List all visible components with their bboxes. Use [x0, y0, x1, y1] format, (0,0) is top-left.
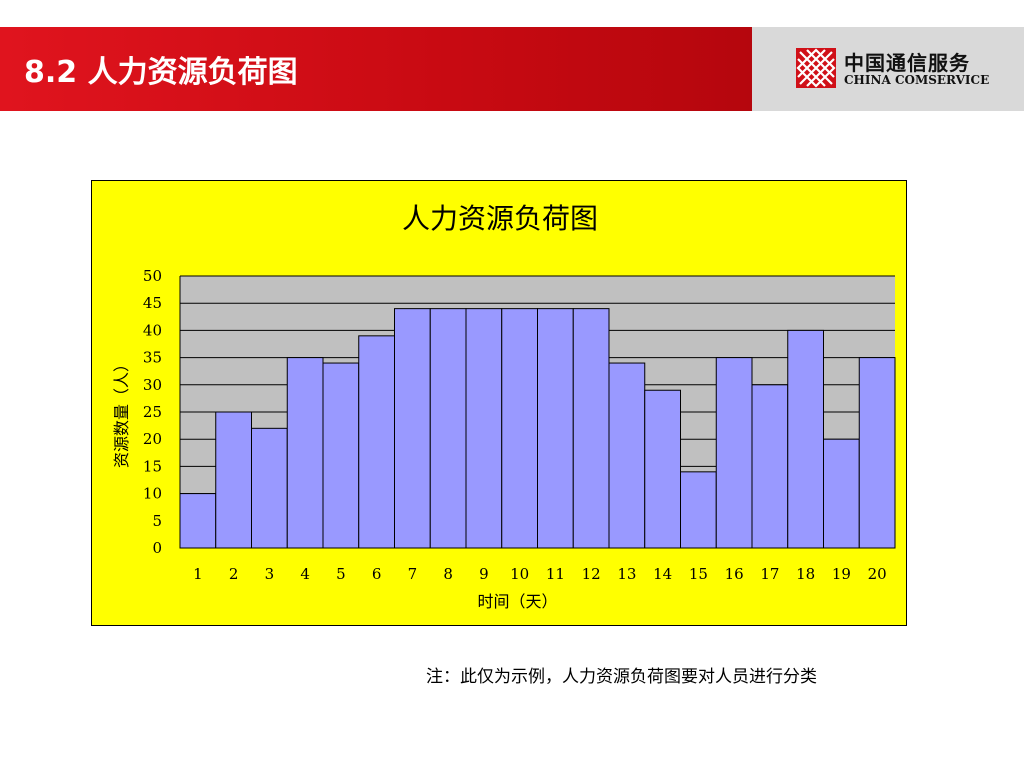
logo-name-cn: 中国通信服务 — [844, 51, 970, 75]
x-tick-label: 4 — [300, 565, 310, 583]
bar — [286, 357, 324, 549]
chart-title: 人力资源负荷图 — [402, 202, 598, 235]
bar — [572, 308, 610, 549]
bar — [537, 308, 574, 549]
bar — [751, 384, 789, 549]
y-axis-label: 资源数量（人） — [112, 356, 131, 468]
bar — [823, 438, 860, 549]
bar — [358, 335, 395, 549]
slide-header: 8.2 人力资源负荷图 中国通信服务 CHINA COMSERVICE — [0, 27, 1024, 111]
x-tick-label: 14 — [653, 565, 672, 583]
bar — [680, 471, 717, 549]
x-tick-label: 7 — [408, 565, 418, 583]
y-tick-label: 35 — [143, 349, 162, 367]
slide-title: 8.2 人力资源负荷图 — [24, 55, 298, 90]
x-tick-label: 9 — [479, 565, 489, 583]
bar — [787, 329, 824, 549]
x-tick-label: 3 — [265, 565, 275, 583]
y-tick-label: 20 — [143, 430, 162, 448]
chart-container: 人力资源负荷图 0 5 10 15 20 25 30 35 40 45 50 1 2 3 4 5 6 7 8 9 10 11… — [91, 180, 907, 626]
logo-name-en: CHINA COMSERVICE — [844, 73, 990, 87]
x-tick-label: 17 — [760, 565, 779, 583]
y-tick-label: 5 — [152, 512, 162, 530]
bar — [394, 308, 431, 549]
bar — [608, 362, 646, 549]
bar — [251, 427, 288, 549]
y-tick-label: 0 — [152, 539, 162, 557]
lattice-logo-icon — [796, 48, 836, 88]
x-tick-label: 11 — [546, 565, 565, 583]
y-tick-label: 30 — [143, 376, 162, 394]
x-tick-label: 18 — [796, 565, 815, 583]
x-tick-label: 6 — [372, 565, 382, 583]
bar — [322, 362, 360, 549]
bar — [501, 308, 538, 549]
x-tick-label: 13 — [617, 565, 636, 583]
y-tick-label: 25 — [143, 403, 162, 421]
bar — [715, 357, 753, 549]
y-tick-label: 10 — [143, 485, 162, 503]
x-tick-label: 20 — [868, 565, 887, 583]
x-tick-label: 12 — [582, 565, 601, 583]
footnote: 注：此仅为示例，人力资源负荷图要对人员进行分类 — [426, 667, 817, 687]
x-tick-label: 8 — [443, 565, 453, 583]
y-tick-label: 45 — [143, 294, 162, 312]
y-tick-label: 15 — [143, 457, 162, 475]
header-red-band: 8.2 人力资源负荷图 — [0, 27, 752, 111]
bar — [644, 389, 681, 549]
x-tick-label: 19 — [832, 565, 851, 583]
x-tick-label: 5 — [336, 565, 346, 583]
bar — [858, 357, 896, 549]
x-tick-label: 1 — [193, 565, 203, 583]
bar — [179, 493, 217, 549]
bar — [215, 411, 252, 549]
x-tick-label: 2 — [229, 565, 239, 583]
logo-area: 中国通信服务 CHINA COMSERVICE — [752, 27, 1024, 111]
x-tick-label: 16 — [725, 565, 744, 583]
y-tick-label: 50 — [143, 267, 162, 285]
x-tick-label: 10 — [510, 565, 529, 583]
y-tick-label: 40 — [143, 321, 162, 339]
bar — [465, 308, 503, 549]
x-tick-label: 15 — [689, 565, 708, 583]
x-axis-label: 时间（天） — [477, 592, 557, 611]
bar — [429, 308, 467, 549]
